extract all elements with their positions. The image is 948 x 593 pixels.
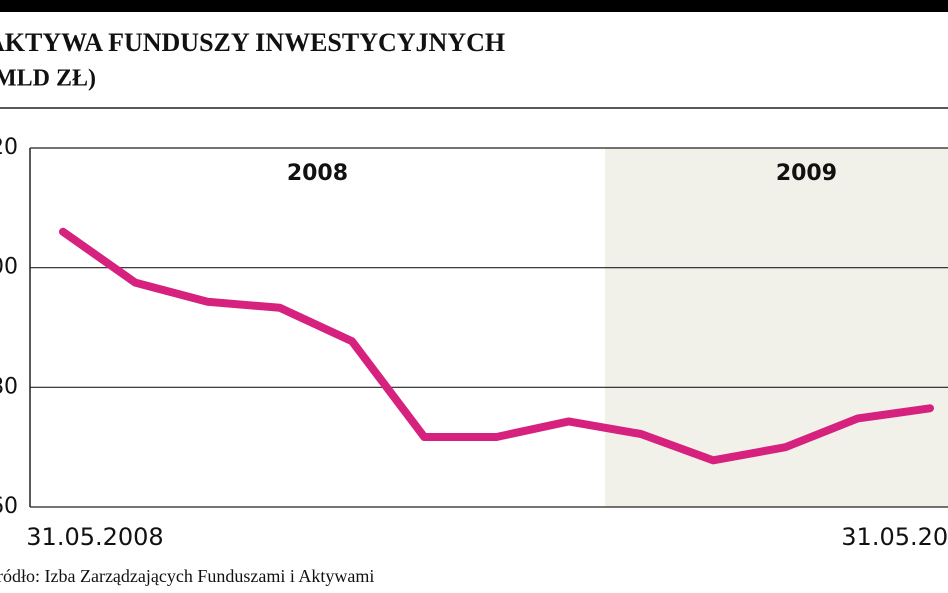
top-bar bbox=[0, 0, 948, 12]
period-label: 2009 bbox=[776, 161, 837, 186]
period-label: 2008 bbox=[287, 161, 348, 186]
chart-title: AKTYWA FUNDUSZY INWESTYCYJNYCH bbox=[0, 28, 505, 57]
period-shade bbox=[604, 148, 948, 507]
source: Źródło: Izba Zarządzających Funduszami i… bbox=[0, 565, 374, 586]
y-tick-label: 100 bbox=[0, 255, 18, 280]
x-tick-label: 31.05.2009 bbox=[841, 523, 948, 551]
y-tick-label: 80 bbox=[0, 374, 18, 399]
y-tick-label: 60 bbox=[0, 494, 18, 519]
chart-subtitle: (MLD ZŁ) bbox=[0, 66, 96, 92]
data-line bbox=[59, 227, 934, 465]
x-tick-label: 31.05.2008 bbox=[26, 523, 163, 551]
y-tick-label: 120 bbox=[0, 135, 18, 160]
